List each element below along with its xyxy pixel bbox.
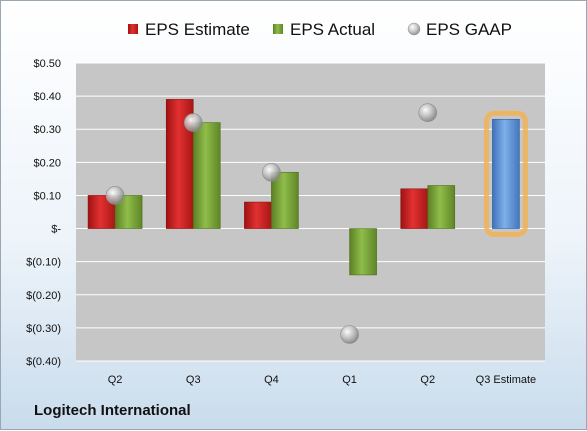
legend-eps-gaap-label: EPS GAAP xyxy=(426,20,512,39)
y-tick-label: $(0.40) xyxy=(26,356,61,368)
eps-gaap-marker xyxy=(105,186,125,205)
eps-gaap-marker xyxy=(340,325,359,344)
eps-gaap-marker xyxy=(183,113,203,132)
legend-eps-gaap-swatch xyxy=(407,22,421,36)
eps-actual-bar xyxy=(349,228,377,276)
eps-actual-bar xyxy=(427,185,456,229)
y-tick-label: $0.50 xyxy=(33,58,61,70)
y-tick-label: $(0.10) xyxy=(26,257,61,269)
x-tick-label: Q4 xyxy=(264,374,279,386)
x-tick-label: Q2 xyxy=(108,374,123,386)
x-tick-label: Q2 xyxy=(420,374,435,386)
legend-eps-estimate-label: EPS Estimate xyxy=(145,20,250,39)
y-tick-label: $0.30 xyxy=(33,124,61,136)
estimate-highlight-glow xyxy=(483,110,528,238)
legend-eps-estimate-swatch xyxy=(128,24,138,34)
eps-estimate-bar xyxy=(400,188,429,229)
company-name: Logitech International xyxy=(34,402,191,419)
legend-eps-actual-swatch xyxy=(273,24,283,34)
eps-gaap-marker xyxy=(262,162,281,182)
legend-eps-actual-label: EPS Actual xyxy=(290,20,375,39)
eps-actual-bar xyxy=(271,171,299,229)
x-tick-label: Q3 Estimate xyxy=(476,374,537,386)
x-tick-label: Q3 xyxy=(186,374,201,386)
y-tick-label: $0.20 xyxy=(33,157,61,169)
y-tick-label: $(0.30) xyxy=(26,323,61,335)
y-tick-label: $(0.20) xyxy=(26,290,61,302)
eps-actual-bar xyxy=(192,122,221,229)
y-tick-label: $- xyxy=(51,224,61,236)
plot-area xyxy=(76,63,545,361)
q3-estimate-bar xyxy=(492,118,520,229)
x-tick-label: Q1 xyxy=(342,374,357,386)
y-tick-label: $0.40 xyxy=(33,91,61,103)
y-tick-label: $0.10 xyxy=(33,190,61,202)
eps-estimate-bar xyxy=(244,201,272,229)
eps-gaap-marker xyxy=(418,103,438,122)
